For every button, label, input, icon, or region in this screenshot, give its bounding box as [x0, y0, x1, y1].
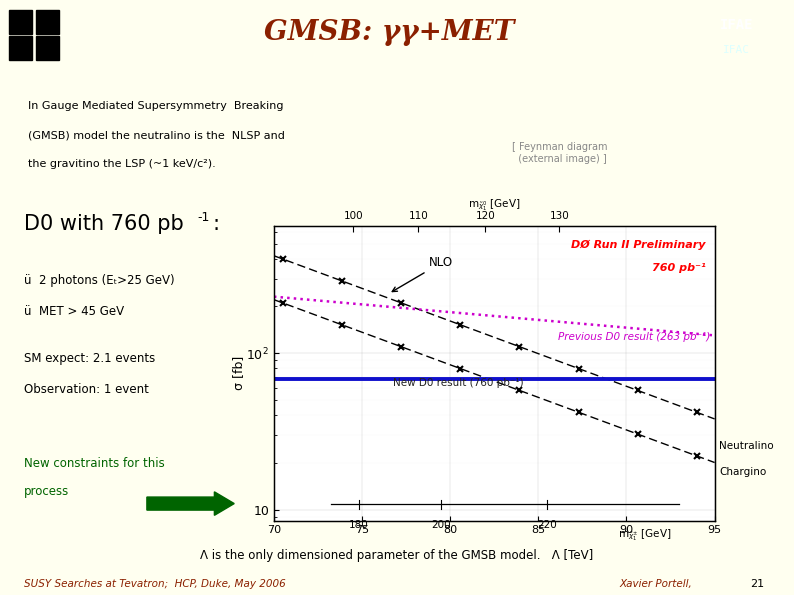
Bar — [9, 36, 32, 60]
Text: Observation: 1 event: Observation: 1 event — [24, 383, 148, 396]
Text: :: : — [213, 214, 220, 234]
Text: 760 pb⁻¹: 760 pb⁻¹ — [652, 263, 706, 273]
X-axis label: m$_{\tilde{\chi}_1^0}$ [GeV]: m$_{\tilde{\chi}_1^0}$ [GeV] — [468, 197, 521, 213]
Text: process: process — [24, 486, 69, 498]
Text: IFAE: IFAE — [719, 18, 754, 32]
Text: the gravitino the LSP (~1 keV/c²).: the gravitino the LSP (~1 keV/c²). — [28, 159, 215, 169]
Text: New D0 result (760 pb⁻¹): New D0 result (760 pb⁻¹) — [393, 378, 523, 388]
Text: Neutralino: Neutralino — [719, 440, 773, 450]
Text: DØ Run II Preliminary: DØ Run II Preliminary — [572, 239, 706, 250]
Text: ü  MET > 45 GeV: ü MET > 45 GeV — [24, 305, 124, 318]
Text: Chargino: Chargino — [719, 467, 766, 477]
Text: Λ is the only dimensioned parameter of the GMSB model.   Λ [TeV]: Λ is the only dimensioned parameter of t… — [200, 549, 594, 562]
Bar — [9, 10, 32, 34]
Text: 180: 180 — [349, 519, 368, 530]
Text: -1: -1 — [197, 211, 210, 224]
Text: SM expect: 2.1 events: SM expect: 2.1 events — [24, 352, 155, 365]
Text: New constraints for this: New constraints for this — [24, 456, 164, 469]
Y-axis label: σ [fb]: σ [fb] — [232, 356, 245, 390]
Text: SUSY Searches at Tevatron;  HCP, Duke, May 2006: SUSY Searches at Tevatron; HCP, Duke, Ma… — [24, 578, 286, 588]
Text: Previous D0 result (263 pb⁻¹): Previous D0 result (263 pb⁻¹) — [558, 332, 710, 342]
Text: GMSB: γγ+MET: GMSB: γγ+MET — [264, 18, 515, 46]
Text: D0 with 760 pb: D0 with 760 pb — [24, 214, 183, 234]
Text: 21: 21 — [750, 578, 765, 588]
Text: 220: 220 — [538, 519, 557, 530]
Text: ü  2 photons (Eₜ>25 GeV): ü 2 photons (Eₜ>25 GeV) — [24, 274, 175, 287]
Text: Xavier Portell,: Xavier Portell, — [619, 578, 692, 588]
Text: IFAC: IFAC — [723, 45, 750, 55]
Text: [ Feynman diagram
  (external image) ]: [ Feynman diagram (external image) ] — [512, 142, 607, 164]
Bar — [36, 10, 59, 34]
FancyArrow shape — [147, 492, 234, 515]
Text: 200: 200 — [432, 519, 451, 530]
Bar — [36, 36, 59, 60]
Text: (GMSB) model the neutralino is the  NLSP and: (GMSB) model the neutralino is the NLSP … — [28, 130, 285, 140]
Text: NLO: NLO — [392, 256, 453, 292]
Text: In Gauge Mediated Supersymmetry  Breaking: In Gauge Mediated Supersymmetry Breaking — [28, 101, 283, 111]
Text: m$_{\tilde{\chi}_1^{\pm}}$ [GeV]: m$_{\tilde{\chi}_1^{\pm}}$ [GeV] — [618, 527, 671, 543]
